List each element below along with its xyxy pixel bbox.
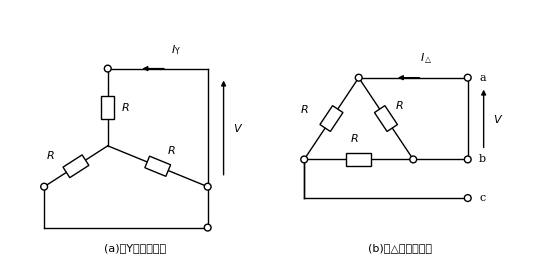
Text: a: a <box>479 73 485 83</box>
Text: $R$: $R$ <box>122 101 130 113</box>
Text: $R$: $R$ <box>46 149 55 161</box>
Bar <box>102 96 114 119</box>
Text: (a)　Y結線の回路: (a) Y結線の回路 <box>104 243 166 253</box>
Bar <box>374 106 397 132</box>
Text: c: c <box>479 193 485 203</box>
Text: $I_{\triangle}$: $I_{\triangle}$ <box>421 52 433 66</box>
Text: b: b <box>479 155 486 165</box>
Bar <box>320 106 343 132</box>
Circle shape <box>204 224 211 231</box>
Text: $V$: $V$ <box>492 112 503 125</box>
Circle shape <box>464 195 471 201</box>
Text: $V$: $V$ <box>233 122 243 134</box>
Circle shape <box>301 156 308 163</box>
Circle shape <box>104 65 111 72</box>
Circle shape <box>355 74 362 81</box>
Text: $R$: $R$ <box>300 104 308 116</box>
Bar <box>63 155 89 178</box>
Circle shape <box>410 156 417 163</box>
Text: (b)　△結線の回路: (b) △結線の回路 <box>368 243 431 253</box>
Bar <box>346 153 371 166</box>
Circle shape <box>204 183 211 190</box>
Circle shape <box>40 183 48 190</box>
Bar <box>145 156 171 176</box>
Circle shape <box>464 156 471 163</box>
Text: $I_{\rm Y}$: $I_{\rm Y}$ <box>171 43 181 57</box>
Circle shape <box>464 74 471 81</box>
Text: $R$: $R$ <box>350 132 359 143</box>
Text: $R$: $R$ <box>395 99 404 111</box>
Text: $R$: $R$ <box>167 144 176 156</box>
